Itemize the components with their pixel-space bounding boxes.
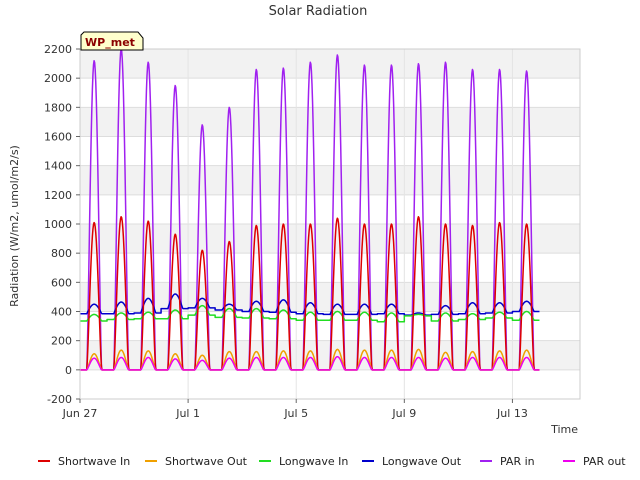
legend-label: Longwave In	[279, 455, 348, 468]
y-tick-label: 1400	[44, 160, 72, 173]
legend-label: PAR in	[500, 455, 535, 468]
y-tick-label: 2000	[44, 72, 72, 85]
series-line-longwave-in	[79, 304, 540, 323]
legend-label: Shortwave Out	[165, 455, 248, 468]
series-layer	[79, 48, 540, 371]
y-tick-label: 800	[51, 247, 72, 260]
x-tick-label: Jul 1	[175, 407, 200, 420]
x-axis-title: Time	[550, 423, 578, 436]
grid-band	[80, 165, 580, 195]
legend-label: Longwave Out	[382, 455, 462, 468]
x-tick-label: Jul 13	[496, 407, 528, 420]
x-axis-ticks: Jun 27 Jul 1 Jul 5 Jul 9 Jul 13	[62, 399, 528, 420]
y-tick-label: 600	[51, 276, 72, 289]
x-tick-label: Jul 9	[391, 407, 416, 420]
legend: Shortwave In Shortwave Out Longwave In Long…	[38, 455, 626, 468]
y-tick-label: 0	[65, 364, 72, 377]
series-line-par-out	[79, 355, 540, 371]
station-badge: WP_met	[80, 31, 144, 51]
x-tick-label: Jun 27	[62, 407, 98, 420]
y-tick-label: 1000	[44, 218, 72, 231]
grid-band	[80, 107, 580, 137]
y-tick-label: 200	[51, 335, 72, 348]
y-tick-label: 1800	[44, 101, 72, 114]
station-badge-label: WP_met	[85, 36, 135, 49]
legend-label: Shortwave In	[58, 455, 130, 468]
x-tick-label: Jul 5	[283, 407, 308, 420]
y-tick-label: -200	[47, 393, 72, 406]
legend-label: PAR out	[583, 455, 626, 468]
y-axis-title: Radiation (W/m2, umol/m2/s)	[8, 145, 21, 307]
y-axis-ticks: -200 0 200 400 600 800 1000 1200 1400 1600 1800 200…	[44, 43, 80, 406]
grid-band	[80, 282, 580, 312]
y-tick-label: 1600	[44, 131, 72, 144]
grid-band	[80, 49, 580, 79]
y-tick-label: 2200	[44, 43, 72, 56]
y-tick-label: 1200	[44, 189, 72, 202]
series-line-longwave-out	[79, 293, 540, 316]
chart-title: Solar Radiation	[269, 4, 368, 19]
y-tick-label: 400	[51, 306, 72, 319]
